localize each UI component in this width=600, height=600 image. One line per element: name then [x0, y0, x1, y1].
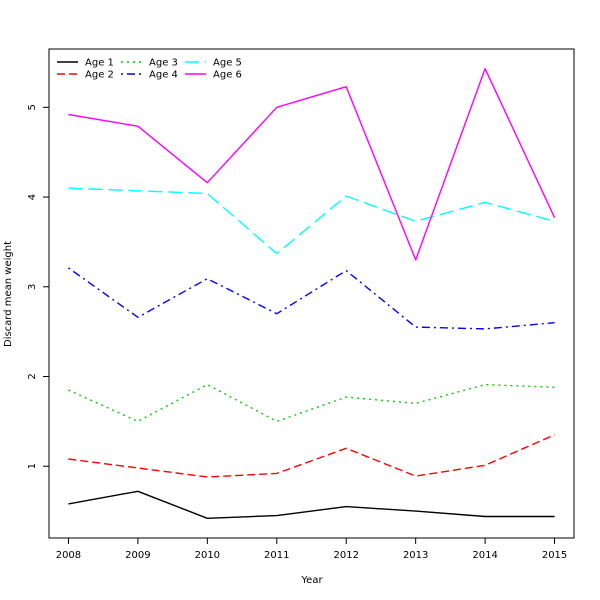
y-tick-label-4: 4: [27, 194, 38, 200]
x-axis: 2008 2009 2010 2011 2012 2013 2014 2015: [56, 538, 567, 561]
legend-label-6: Age 6: [213, 70, 242, 81]
x-tick-label-2008: 2008: [56, 550, 81, 561]
series-layer: [67, 67, 556, 519]
y-axis: 1 2 3 4 5: [27, 104, 49, 469]
x-axis-title: Year: [300, 575, 323, 586]
series-line-2: [68, 434, 555, 478]
legend-label-4: Age 4: [149, 70, 178, 81]
series-line-6: [68, 67, 556, 261]
legend-label-5: Age 5: [213, 58, 242, 69]
y-tick-label-2: 2: [27, 373, 38, 379]
y-tick-label-3: 3: [27, 284, 38, 290]
plot-frame: [48, 48, 575, 539]
x-tick-label-2010: 2010: [195, 550, 220, 561]
y-tick-label-1: 1: [27, 463, 38, 469]
legend-label-2: Age 2: [85, 70, 114, 81]
legend-label-3: Age 3: [149, 58, 178, 69]
x-tick-label-2013: 2013: [403, 550, 428, 561]
y-tick-label-5: 5: [27, 104, 38, 110]
series-line-3: [68, 383, 555, 423]
x-tick-label-2011: 2011: [264, 550, 289, 561]
x-tick-label-2014: 2014: [472, 550, 497, 561]
series-line-1: [68, 490, 555, 519]
x-tick-label-2015: 2015: [542, 550, 567, 561]
x-tick-label-2009: 2009: [125, 550, 150, 561]
legend-label-1: Age 1: [85, 58, 114, 69]
series-line-4: [67, 267, 555, 330]
series-line-5: [68, 187, 555, 255]
y-axis-title: Discard mean weight: [3, 241, 14, 347]
x-tick-label-2012: 2012: [333, 550, 358, 561]
